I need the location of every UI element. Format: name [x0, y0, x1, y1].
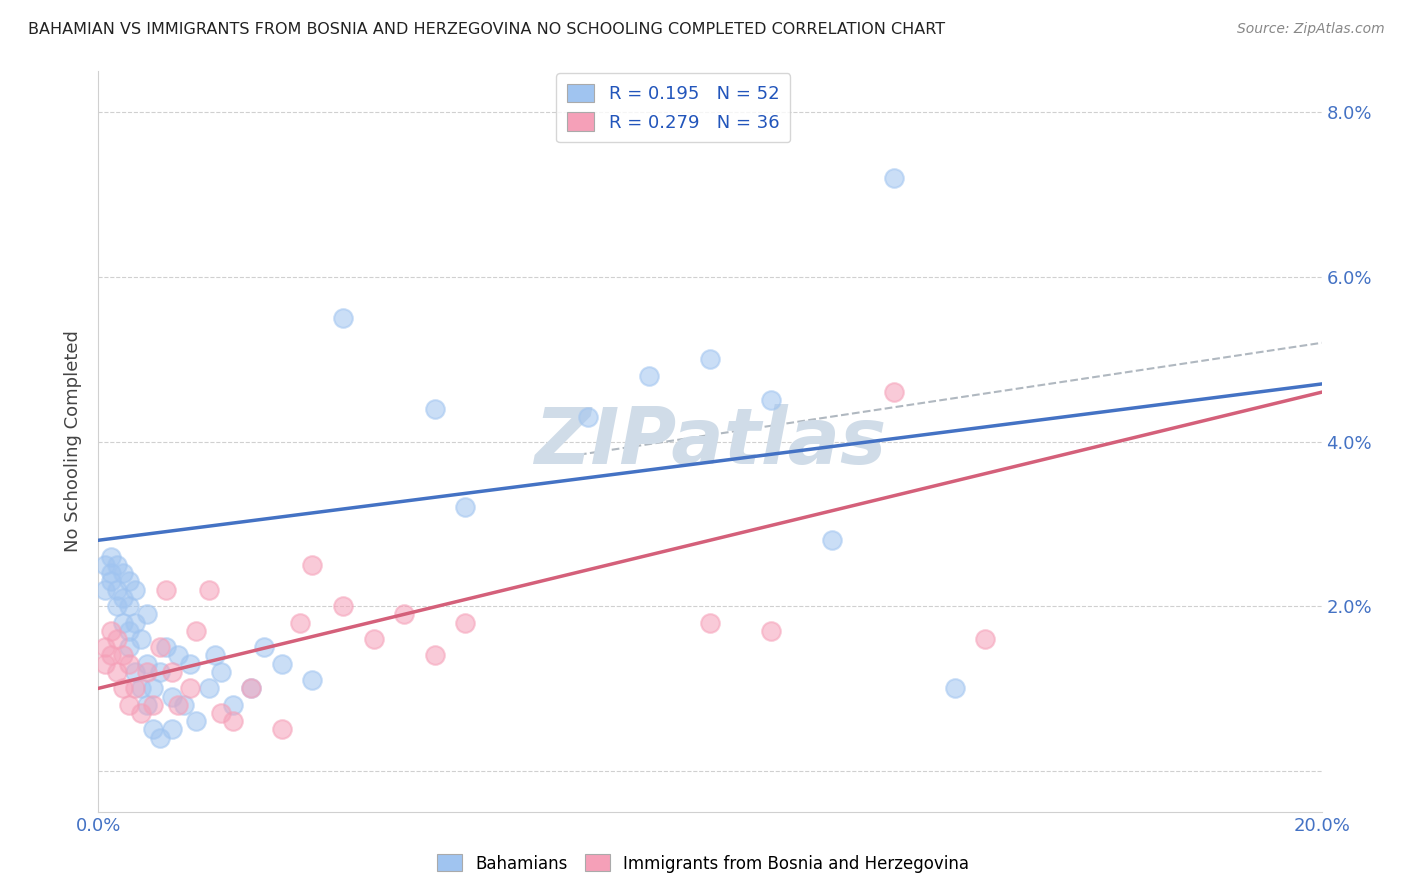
- Point: [637, 368, 661, 383]
- Point: [129, 706, 152, 720]
- Point: [124, 582, 146, 597]
- Point: [118, 574, 141, 589]
- Point: [136, 665, 159, 679]
- Point: [363, 632, 385, 646]
- Point: [240, 681, 263, 696]
- Point: [576, 409, 599, 424]
- Point: [423, 401, 446, 416]
- Point: [118, 599, 141, 613]
- Point: [252, 640, 274, 655]
- Point: [136, 607, 159, 622]
- Point: [167, 698, 190, 712]
- Point: [167, 648, 190, 663]
- Point: [111, 648, 134, 663]
- Y-axis label: No Schooling Completed: No Schooling Completed: [65, 331, 83, 552]
- Point: [332, 311, 354, 326]
- Point: [111, 615, 134, 630]
- Point: [142, 681, 165, 696]
- Point: [93, 640, 115, 655]
- Point: [759, 393, 782, 408]
- Point: [136, 657, 159, 671]
- Point: [160, 690, 183, 704]
- Point: [699, 352, 721, 367]
- Point: [93, 582, 115, 597]
- Point: [270, 657, 292, 671]
- Text: ZIPatlas: ZIPatlas: [534, 403, 886, 480]
- Point: [332, 599, 354, 613]
- Point: [111, 566, 134, 581]
- Point: [290, 615, 312, 630]
- Point: [105, 599, 128, 613]
- Point: [204, 648, 226, 663]
- Point: [222, 714, 245, 729]
- Point: [209, 706, 232, 720]
- Point: [974, 632, 997, 646]
- Text: Source: ZipAtlas.com: Source: ZipAtlas.com: [1237, 22, 1385, 37]
- Point: [100, 549, 122, 564]
- Point: [301, 673, 323, 687]
- Point: [197, 582, 219, 597]
- Point: [93, 657, 115, 671]
- Point: [136, 698, 159, 712]
- Point: [105, 632, 128, 646]
- Point: [883, 385, 905, 400]
- Point: [155, 640, 177, 655]
- Point: [943, 681, 966, 696]
- Point: [105, 558, 128, 572]
- Point: [179, 657, 201, 671]
- Point: [111, 681, 134, 696]
- Point: [149, 665, 172, 679]
- Point: [118, 640, 141, 655]
- Point: [454, 615, 477, 630]
- Point: [883, 171, 905, 186]
- Point: [93, 558, 115, 572]
- Point: [100, 648, 122, 663]
- Text: BAHAMIAN VS IMMIGRANTS FROM BOSNIA AND HERZEGOVINA NO SCHOOLING COMPLETED CORREL: BAHAMIAN VS IMMIGRANTS FROM BOSNIA AND H…: [28, 22, 945, 37]
- Point: [160, 665, 183, 679]
- Point: [209, 665, 232, 679]
- Point: [173, 698, 195, 712]
- Point: [454, 500, 477, 515]
- Point: [100, 574, 122, 589]
- Point: [270, 723, 292, 737]
- Point: [149, 640, 172, 655]
- Point: [759, 624, 782, 638]
- Point: [105, 665, 128, 679]
- Point: [129, 681, 152, 696]
- Point: [124, 615, 146, 630]
- Legend: R = 0.195   N = 52, R = 0.279   N = 36: R = 0.195 N = 52, R = 0.279 N = 36: [557, 73, 790, 143]
- Point: [118, 624, 141, 638]
- Point: [186, 624, 208, 638]
- Point: [118, 657, 141, 671]
- Point: [423, 648, 446, 663]
- Point: [100, 566, 122, 581]
- Point: [142, 723, 165, 737]
- Point: [111, 591, 134, 605]
- Point: [142, 698, 165, 712]
- Point: [124, 681, 146, 696]
- Point: [160, 723, 183, 737]
- Point: [301, 558, 323, 572]
- Point: [179, 681, 201, 696]
- Point: [186, 714, 208, 729]
- Point: [155, 582, 177, 597]
- Legend: Bahamians, Immigrants from Bosnia and Herzegovina: Bahamians, Immigrants from Bosnia and He…: [430, 847, 976, 880]
- Point: [699, 615, 721, 630]
- Point: [118, 698, 141, 712]
- Point: [100, 624, 122, 638]
- Point: [821, 533, 844, 548]
- Point: [392, 607, 416, 622]
- Point: [129, 632, 152, 646]
- Point: [222, 698, 245, 712]
- Point: [240, 681, 263, 696]
- Point: [124, 665, 146, 679]
- Point: [197, 681, 219, 696]
- Point: [149, 731, 172, 745]
- Point: [105, 582, 128, 597]
